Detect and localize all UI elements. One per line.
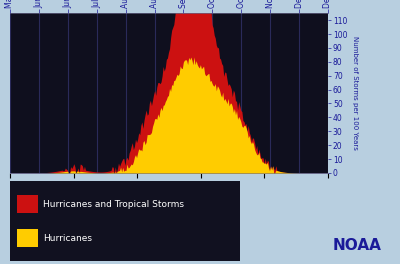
Text: NOAA: NOAA bbox=[333, 238, 382, 253]
Bar bbox=[17, 229, 38, 247]
Text: Hurricanes: Hurricanes bbox=[43, 234, 92, 243]
Text: Hurricanes and Tropical Storms: Hurricanes and Tropical Storms bbox=[43, 200, 184, 209]
Bar bbox=[17, 195, 38, 213]
Y-axis label: Number of Storms per 100 Years: Number of Storms per 100 Years bbox=[352, 36, 358, 150]
